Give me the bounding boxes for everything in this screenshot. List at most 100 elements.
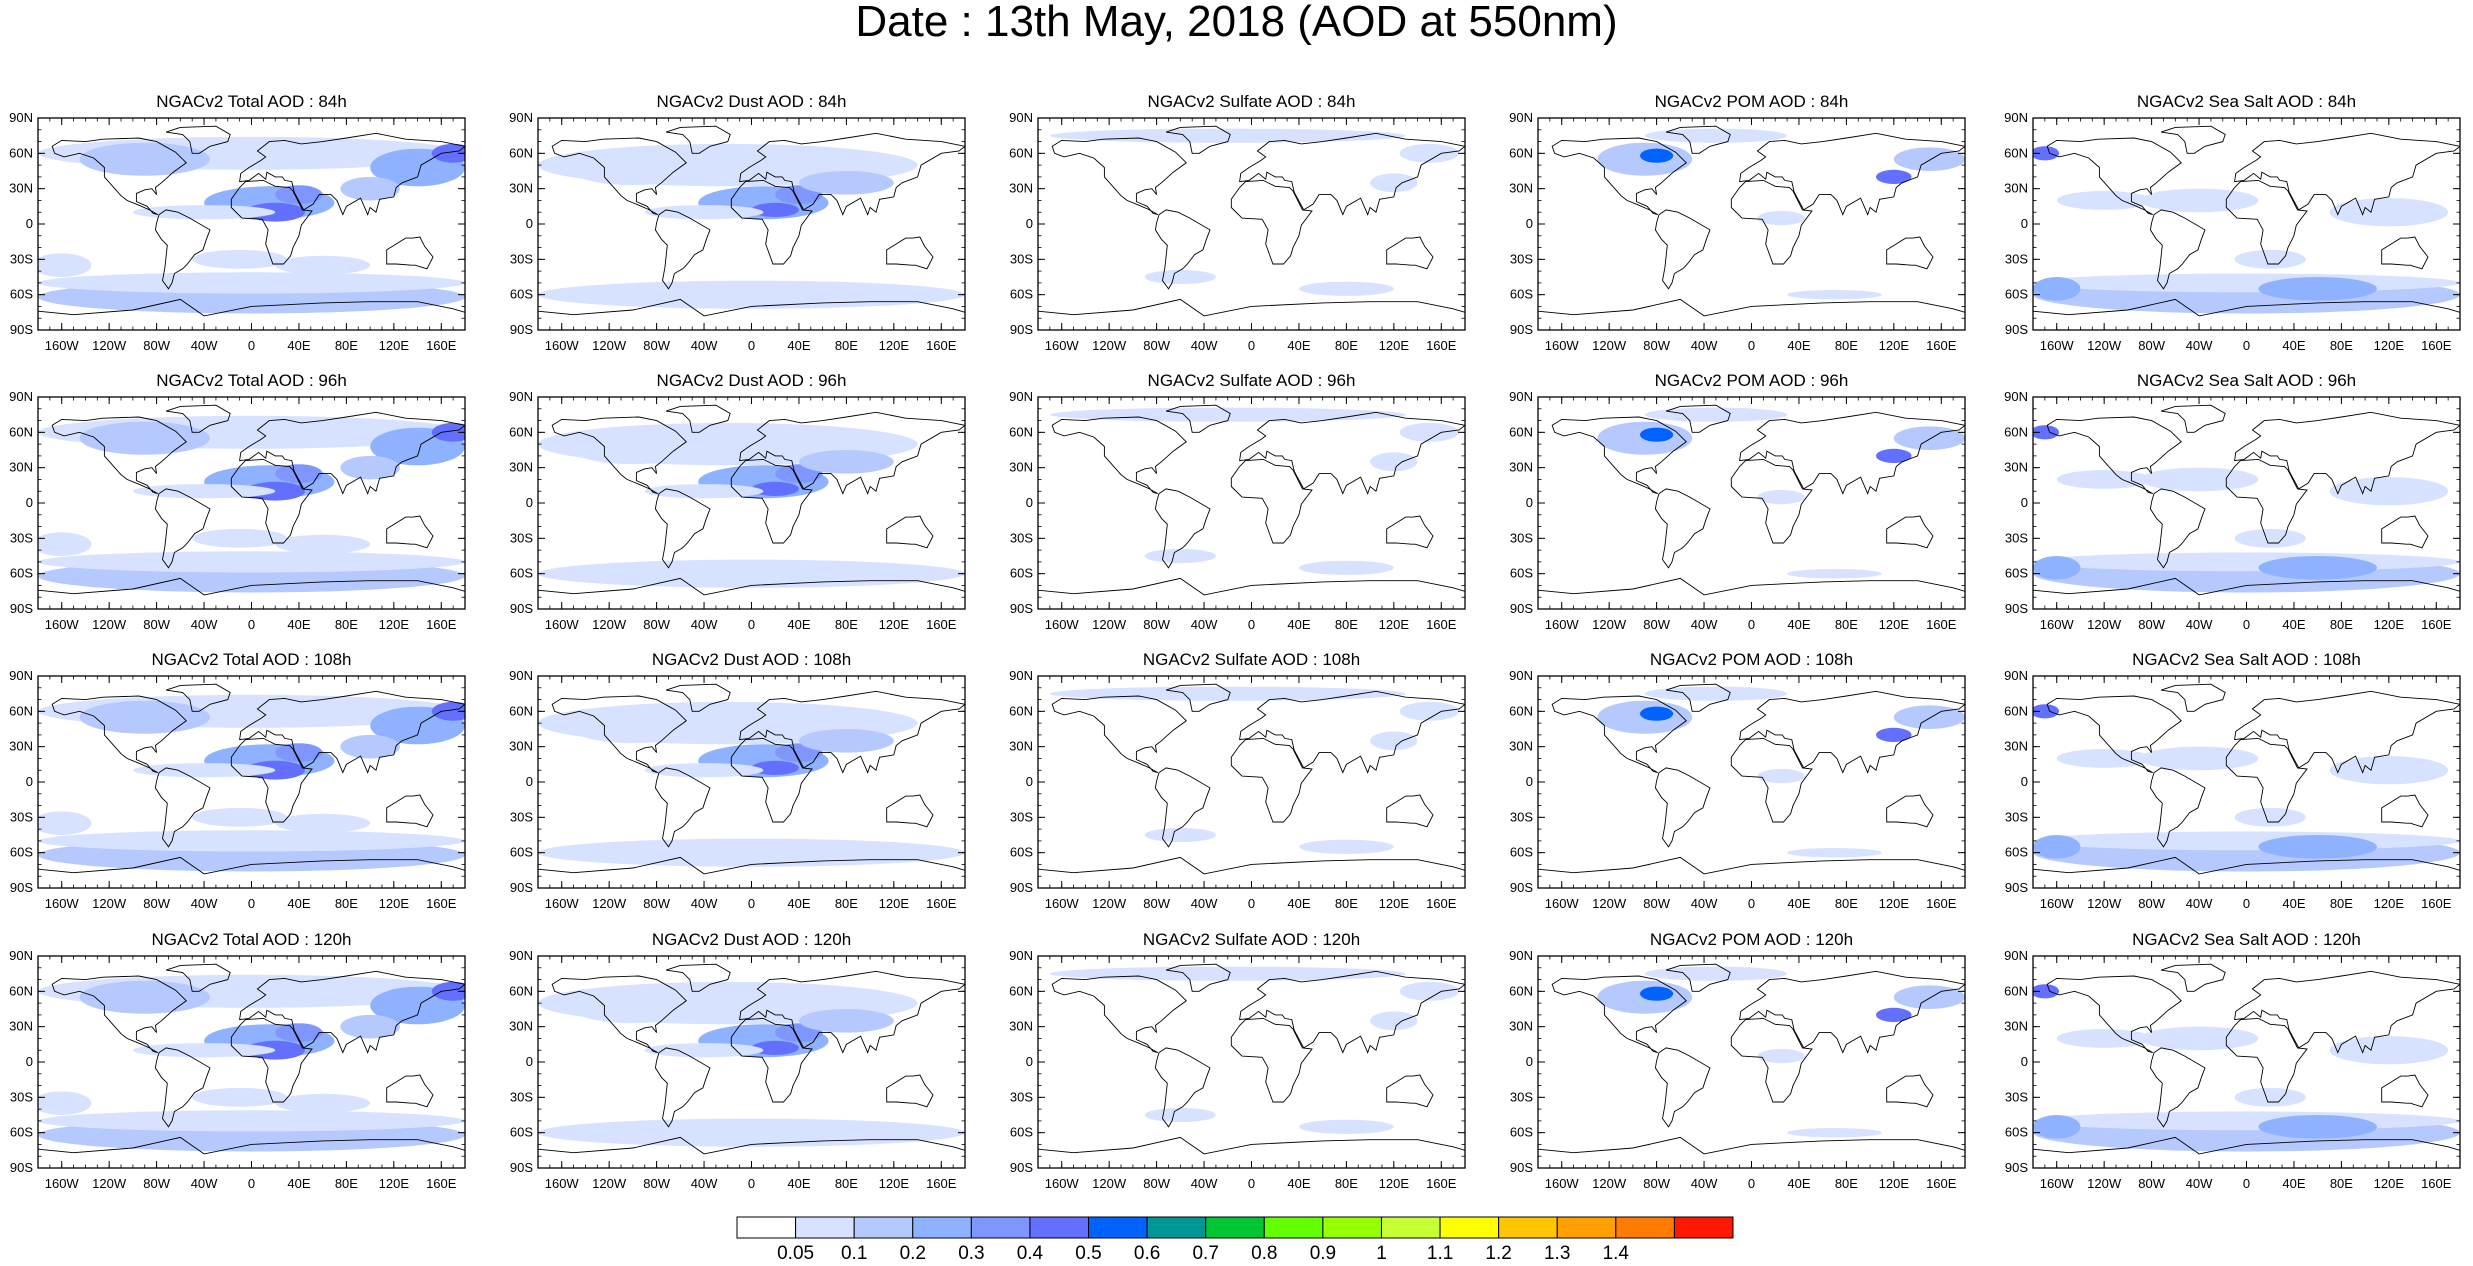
aod-shading bbox=[1787, 290, 1882, 300]
panel-title: NGACv2 Total AOD : 96h bbox=[156, 371, 347, 390]
lon-tick-label: 160W bbox=[1545, 617, 1580, 632]
lon-tick-label: 80W bbox=[1643, 617, 1670, 632]
coastlines bbox=[1538, 683, 1965, 888]
lat-tick-label: 60S bbox=[510, 845, 533, 860]
aod-shading bbox=[751, 202, 799, 217]
coastline bbox=[239, 690, 465, 774]
aod-shading bbox=[431, 981, 465, 1001]
coastline bbox=[730, 737, 813, 823]
lon-tick-label: 40W bbox=[2186, 1176, 2213, 1191]
lon-tick-label: 80W bbox=[2138, 896, 2165, 911]
coastline bbox=[1739, 690, 1965, 774]
map-panel: NGACv2 Total AOD : 120h 90N 60N 30N 0 30S 60S 9… bbox=[0, 930, 500, 1210]
lon-tick-label: 160E bbox=[926, 896, 957, 911]
lon-tick-label: 80E bbox=[2330, 338, 2353, 353]
lon-tick-label: 80W bbox=[1143, 896, 1170, 911]
lon-tick-label: 0 bbox=[1748, 338, 1755, 353]
map-panel: NGACv2 Dust AOD : 96h 90N 60N 30N 0 30S 60S 90S… bbox=[500, 371, 1000, 651]
coastline bbox=[1230, 179, 1313, 265]
aod-shading bbox=[1787, 569, 1882, 579]
lat-tick-label: 30S bbox=[1510, 1089, 1533, 1104]
lat-tick-label: 90N bbox=[1509, 110, 1533, 125]
map-panel: NGACv2 Dust AOD : 120h 90N 60N 30N 0 30S 60S 90… bbox=[500, 930, 1000, 1210]
coastline bbox=[665, 125, 731, 154]
lon-tick-label: 40W bbox=[691, 1176, 718, 1191]
aod-shading bbox=[2234, 528, 2306, 548]
lon-tick-label: 80W bbox=[2138, 1176, 2165, 1191]
aod-shading bbox=[38, 272, 465, 294]
coastlines bbox=[538, 963, 965, 1168]
map-panel: NGACv2 Sulfate AOD : 96h 90N 60N 30N 0 30S 60S… bbox=[1000, 371, 1500, 651]
coastline bbox=[1730, 1017, 1813, 1103]
lon-tick-label: 120E bbox=[1879, 617, 1910, 632]
lat-tick-label: 60N bbox=[9, 703, 33, 718]
colorbar-box bbox=[912, 1216, 972, 1239]
panel-title: NGACv2 POM AOD : 84h bbox=[1654, 92, 1849, 111]
coastline bbox=[2046, 137, 2182, 216]
lon-tick-label: 160W bbox=[1045, 338, 1080, 353]
coastline bbox=[2033, 1136, 2460, 1168]
lat-tick-label: 90N bbox=[1009, 948, 1033, 963]
lat-tick-label: 30S bbox=[1510, 251, 1533, 266]
panel-title: NGACv2 Total AOD : 84h bbox=[156, 92, 347, 111]
map-plot: 90N 60N 30N 0 30S 60S 90S 160W 120W 80W 40W 0 40E 80E… bbox=[9, 389, 466, 632]
lat-tick-label: 90S bbox=[510, 880, 533, 895]
lat-tick-label: 90S bbox=[1510, 1160, 1533, 1175]
lat-tick-label: 90S bbox=[2005, 322, 2028, 337]
lat-tick-label: 90N bbox=[2004, 668, 2028, 683]
colorbar-label: 0.6 bbox=[1134, 1243, 1160, 1264]
lat-tick-label: 60S bbox=[1010, 287, 1033, 302]
lat-tick-label: 0 bbox=[1526, 495, 1533, 510]
lon-tick-label: 160W bbox=[2040, 338, 2075, 353]
lat-tick-label: 60N bbox=[9, 424, 33, 439]
lon-tick-label: 160E bbox=[426, 338, 457, 353]
lat-tick-label: 30S bbox=[2005, 530, 2028, 545]
map-background bbox=[1538, 118, 1965, 330]
lon-tick-label: 120E bbox=[2374, 617, 2405, 632]
coastline bbox=[654, 1047, 711, 1128]
lon-tick-label: 80W bbox=[1643, 896, 1670, 911]
aod-shading bbox=[799, 729, 894, 753]
coastline bbox=[1239, 411, 1465, 495]
map-background bbox=[1538, 397, 1965, 609]
lat-tick-label: 0 bbox=[1526, 216, 1533, 231]
map-plot: 90N 60N 30N 0 30S 60S 90S 160W 120W 80W 40W 0 40E 80E… bbox=[509, 948, 966, 1191]
aod-shading bbox=[38, 811, 92, 835]
panel-title: NGACv2 Sulfate AOD : 108h bbox=[1142, 650, 1361, 669]
lat-tick-label: 0 bbox=[1026, 216, 1033, 231]
aod-shading bbox=[2033, 273, 2460, 293]
map-panel: NGACv2 Sulfate AOD : 84h 90N 60N 30N 0 30S 60S… bbox=[1000, 92, 1500, 372]
aod-shading bbox=[2234, 249, 2306, 269]
lon-tick-label: 160W bbox=[1045, 1176, 1080, 1191]
lat-tick-label: 30N bbox=[2004, 739, 2028, 754]
lon-tick-label: 40W bbox=[191, 896, 218, 911]
coastline bbox=[551, 137, 687, 216]
lon-tick-label: 120W bbox=[1092, 896, 1127, 911]
aod-shading bbox=[1640, 986, 1674, 1001]
coastline bbox=[2160, 125, 2226, 154]
coastline bbox=[1038, 1136, 1465, 1168]
coastline bbox=[1551, 416, 1687, 495]
lat-tick-label: 60N bbox=[1509, 983, 1533, 998]
colorbar-box bbox=[1146, 1216, 1207, 1239]
lat-tick-label: 90S bbox=[1510, 880, 1533, 895]
aod-shading bbox=[573, 994, 693, 1024]
lat-tick-label: 90S bbox=[10, 322, 33, 337]
map-panel: NGACv2 Sea Salt AOD : 96h 90N 60N 30N 0 30S 60… bbox=[1995, 371, 2473, 651]
panel-title: NGACv2 Sulfate AOD : 96h bbox=[1147, 371, 1356, 390]
coastline bbox=[165, 404, 231, 433]
lon-tick-label: 80W bbox=[643, 896, 670, 911]
lon-tick-label: 160E bbox=[1426, 617, 1457, 632]
colorbar-box bbox=[1029, 1216, 1090, 1239]
lon-tick-label: 120W bbox=[1092, 1176, 1127, 1191]
lat-tick-label: 30N bbox=[1009, 460, 1033, 475]
coastline bbox=[886, 1074, 934, 1108]
lon-tick-label: 40E bbox=[287, 338, 310, 353]
map-panel: NGACv2 POM AOD : 96h 90N 60N 30N 0 30S 60S 90S 1… bbox=[1500, 371, 2000, 651]
lat-tick-label: 60S bbox=[2005, 1125, 2028, 1140]
aerosol-field bbox=[1597, 407, 1965, 579]
lat-tick-label: 0 bbox=[26, 774, 33, 789]
lon-tick-label: 160W bbox=[45, 896, 80, 911]
lat-tick-label: 90N bbox=[2004, 110, 2028, 125]
lon-tick-label: 0 bbox=[2243, 617, 2250, 632]
